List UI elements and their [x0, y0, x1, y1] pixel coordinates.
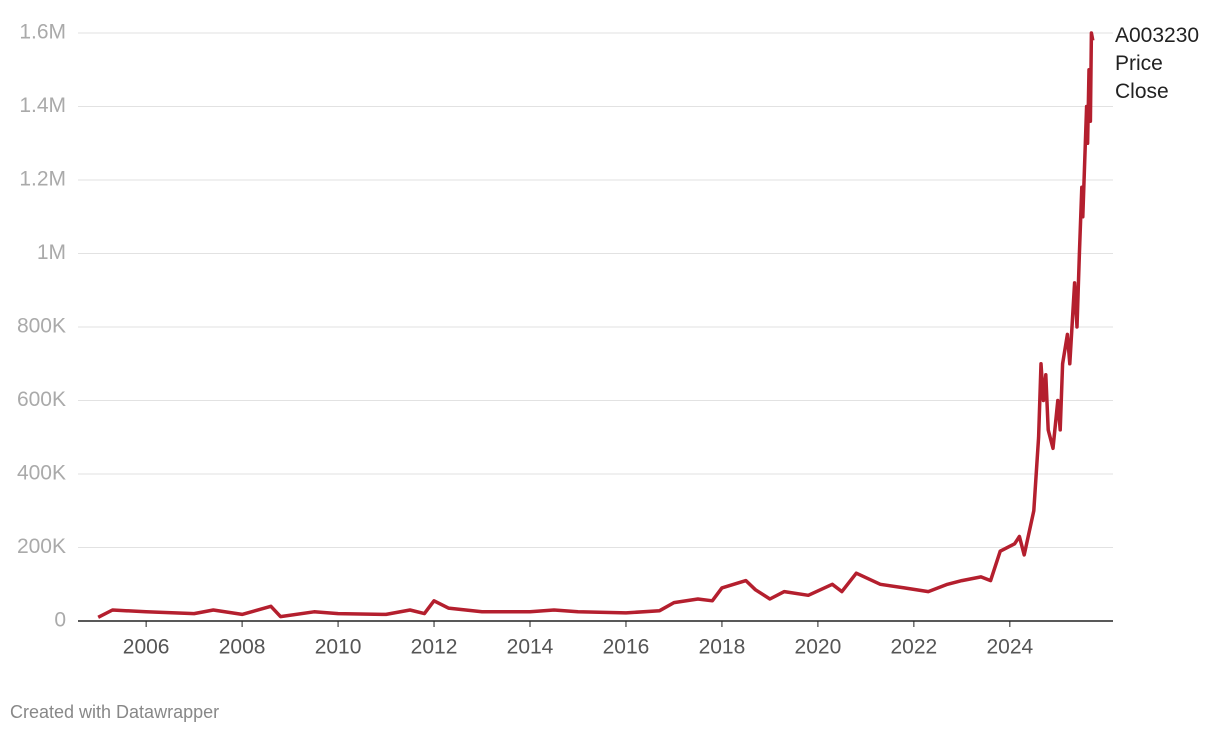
x-tick-label: 2010 — [315, 636, 362, 659]
price-line — [97, 31, 1095, 619]
x-tick-label: 2016 — [603, 636, 650, 659]
y-tick-label: 1.4M — [19, 94, 66, 117]
y-tick-label: 1.6M — [19, 21, 66, 44]
y-tick-label: 1M — [37, 241, 66, 264]
credit: Created with Datawrapper — [10, 702, 220, 722]
y-tick-label: 800K — [17, 315, 66, 338]
y-tick-label: 200K — [17, 535, 66, 558]
x-tick-label: 2012 — [411, 636, 458, 659]
x-tick-label: 2020 — [795, 636, 842, 659]
y-tick-label: 600K — [17, 388, 66, 411]
x-tick-label: 2006 — [123, 636, 170, 659]
y-tick-label: 1.2M — [19, 168, 66, 191]
x-tick-label: 2014 — [507, 636, 554, 659]
series-label: A003230 Price Close — [1115, 24, 1200, 103]
y-tick-label: 0 — [54, 609, 66, 632]
y-tick-label: 400K — [17, 462, 66, 485]
x-tick-label: 2008 — [219, 636, 266, 659]
x-tick-label: 2024 — [986, 636, 1033, 659]
x-tick-label: 2022 — [891, 636, 938, 659]
x-tick-label: 2018 — [699, 636, 746, 659]
